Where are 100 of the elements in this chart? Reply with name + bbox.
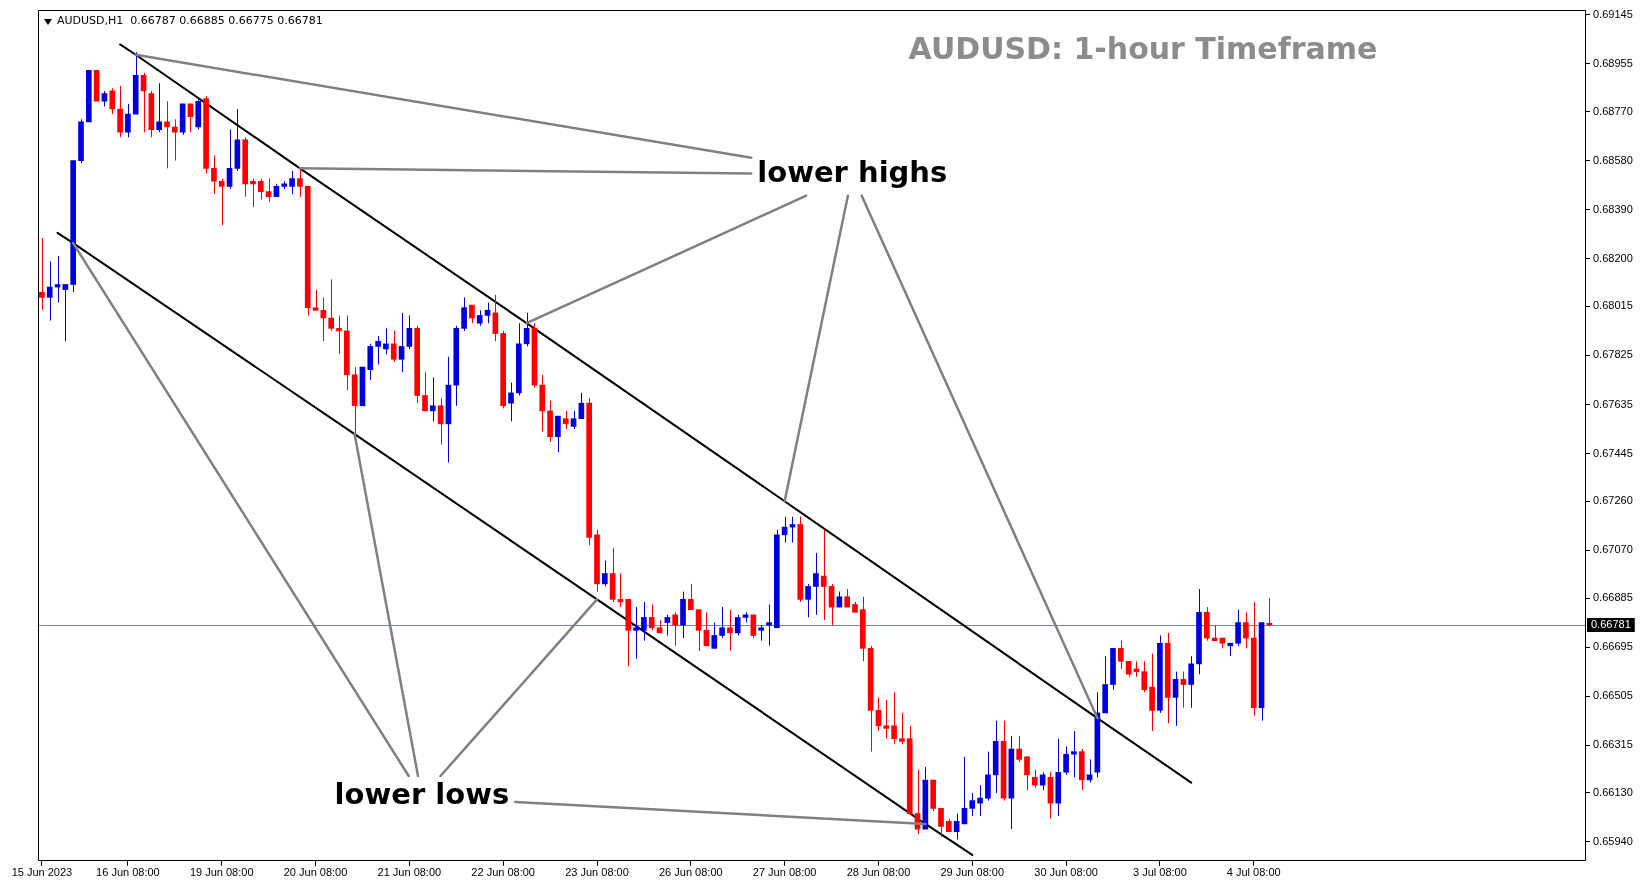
x-tick-label: 19 Jun 08:00 <box>189 866 254 879</box>
candlestick <box>1149 653 1155 732</box>
candlestick <box>1117 640 1124 670</box>
text: AUDUSD,H1 0.66787 0.66885 0.66775 0.66781 <box>57 14 323 28</box>
candlestick <box>805 583 811 618</box>
candlestick <box>820 529 827 621</box>
candlestick <box>1024 756 1030 791</box>
candlestick <box>664 614 671 636</box>
candlestick <box>171 118 178 162</box>
candlestick <box>601 560 608 587</box>
y-tick-label: 0.67445 <box>1593 446 1633 459</box>
candlestick <box>422 371 428 412</box>
y-tick-label: 0.69145 <box>1593 7 1633 20</box>
candlestick <box>312 289 319 311</box>
x-tick-label: 15 Jun 2023 <box>11 866 73 879</box>
candlestick <box>250 178 256 208</box>
candlestick <box>257 178 264 200</box>
candlestick <box>265 178 272 203</box>
x-tick-label: 23 Jun 08:00 <box>565 866 629 879</box>
candlestick <box>367 343 374 381</box>
y-tick-label: 0.68955 <box>1593 56 1633 69</box>
candlestick <box>1235 609 1241 647</box>
candlestick <box>429 376 436 422</box>
y-tick-label: 0.68390 <box>1593 202 1633 215</box>
candlestick <box>633 606 639 660</box>
x-tick-label: 16 Jun 08:00 <box>96 866 160 879</box>
candlestick <box>398 312 405 373</box>
candlestick <box>1031 769 1038 789</box>
candlestick <box>461 296 467 332</box>
candlestick <box>1141 660 1148 693</box>
candlestick <box>46 260 53 322</box>
candlestick <box>1063 745 1069 776</box>
candlestick <box>390 330 397 363</box>
candlestick <box>117 85 123 138</box>
candlestick <box>328 278 335 332</box>
y-tick-label: 0.66505 <box>1593 689 1633 702</box>
candlestick <box>969 792 976 817</box>
candlestick <box>1180 671 1187 709</box>
y-tick-label: 0.66885 <box>1593 591 1633 604</box>
annotation: lower lows <box>334 777 510 812</box>
candlestick <box>570 410 577 430</box>
x-tick-label: 3 Jul 08:00 <box>1132 866 1187 879</box>
candlestick <box>672 611 679 647</box>
candlestick <box>383 327 389 355</box>
text: AUDUSD: 1-hour Timeframe <box>907 31 1379 66</box>
candlestick <box>164 100 170 169</box>
candlestick <box>985 751 991 802</box>
candlestick <box>977 784 983 817</box>
y-tick-label: 0.67260 <box>1593 494 1633 507</box>
candlestick <box>766 604 772 647</box>
candlestick <box>938 807 944 838</box>
candlestick <box>109 87 116 115</box>
candlestick <box>883 699 890 740</box>
y-tick-label: 0.68015 <box>1593 299 1633 312</box>
candlestick <box>562 410 569 430</box>
candlestick <box>687 583 694 611</box>
candlestick <box>437 397 444 445</box>
candlestick <box>1071 730 1077 778</box>
candlestick <box>226 129 233 190</box>
candlestick <box>695 609 702 652</box>
y-tick-label: 0.66315 <box>1593 738 1633 751</box>
candlestick <box>125 103 131 138</box>
y-tick-label: 0.66130 <box>1593 785 1633 798</box>
candlestick <box>899 712 905 745</box>
x-tick-label: 20 Jun 08:00 <box>283 866 348 879</box>
x-tick-label: 28 Jun 08:00 <box>846 866 911 879</box>
y-tick-label: 0.67070 <box>1593 543 1633 556</box>
y-tick-label: 0.68770 <box>1593 104 1633 117</box>
candlestick <box>375 335 381 365</box>
candlestick <box>719 606 725 639</box>
candlestick <box>1172 671 1179 727</box>
y-tick-label: 0.68200 <box>1593 251 1633 264</box>
x-tick-label: 26 Jun 08:00 <box>659 866 723 879</box>
candlestick <box>484 302 491 324</box>
candlestick <box>156 82 163 133</box>
candlestick <box>555 415 561 453</box>
candlestick <box>62 283 69 342</box>
annotation: lower highs <box>757 155 948 190</box>
candlestick <box>648 604 655 631</box>
candlestick <box>1243 611 1249 649</box>
x-tick-label: 4 Jul 08:00 <box>1226 866 1281 879</box>
candlestick <box>508 382 514 422</box>
candlestick <box>336 314 342 355</box>
candlestick <box>218 178 225 226</box>
y-tick-label: 0.67825 <box>1593 348 1633 361</box>
x-tick-label: 21 Jun 08:00 <box>377 866 442 879</box>
candlestick <box>711 622 718 649</box>
y-tick-label: 0.65940 <box>1593 834 1633 847</box>
x-tick-label: 22 Jun 08:00 <box>471 866 535 879</box>
x-tick-label: 27 Jun 08:00 <box>752 866 817 879</box>
candlestick <box>813 552 819 616</box>
candlestick <box>289 170 295 195</box>
candlestick <box>641 601 647 642</box>
candlestick <box>1188 655 1195 709</box>
candlestick <box>891 691 897 745</box>
x-tick-label: 30 Jun 08:00 <box>1034 866 1098 879</box>
ref-line-label: 0.66781 <box>1591 618 1631 631</box>
candlestick <box>39 237 45 311</box>
x-tick-label: 29 Jun 08:00 <box>940 866 1005 879</box>
candlestick <box>469 304 475 324</box>
